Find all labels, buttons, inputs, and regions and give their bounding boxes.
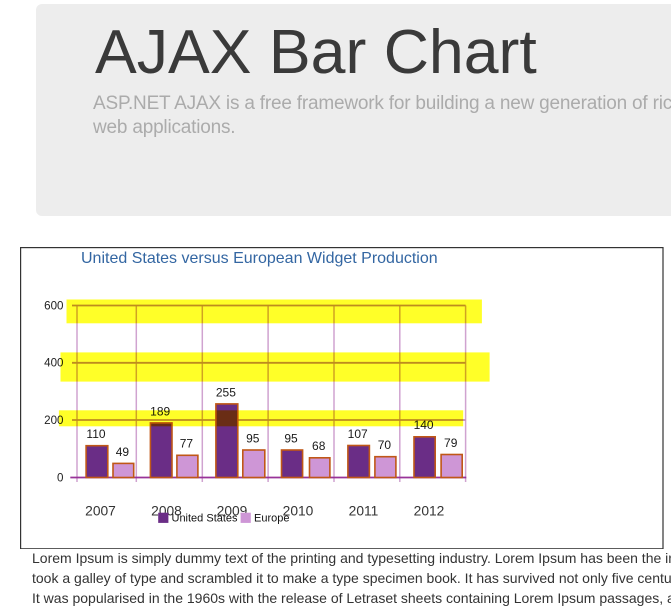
- svg-text:107: 107: [348, 426, 368, 440]
- svg-text:255: 255: [216, 385, 236, 399]
- svg-text:68: 68: [312, 439, 326, 453]
- svg-text:70: 70: [378, 438, 392, 452]
- svg-text:United States: United States: [172, 512, 239, 524]
- svg-text:400: 400: [44, 356, 63, 369]
- svg-text:0: 0: [57, 471, 63, 484]
- svg-text:600: 600: [44, 299, 63, 312]
- svg-text:2012: 2012: [414, 503, 445, 518]
- svg-text:110: 110: [86, 427, 105, 441]
- svg-text:95: 95: [246, 431, 260, 445]
- svg-text:2009: 2009: [217, 503, 248, 518]
- svg-text:2007: 2007: [85, 503, 116, 518]
- svg-text:United States versus European: United States versus European Widget Pro…: [81, 250, 438, 267]
- svg-text:77: 77: [180, 436, 194, 450]
- svg-text:2011: 2011: [349, 503, 379, 518]
- svg-text:2010: 2010: [283, 503, 314, 518]
- svg-text:Europe: Europe: [254, 512, 289, 524]
- svg-text:200: 200: [44, 413, 63, 426]
- svg-text:95: 95: [284, 431, 298, 445]
- svg-text:49: 49: [116, 444, 130, 458]
- svg-text:79: 79: [444, 435, 458, 449]
